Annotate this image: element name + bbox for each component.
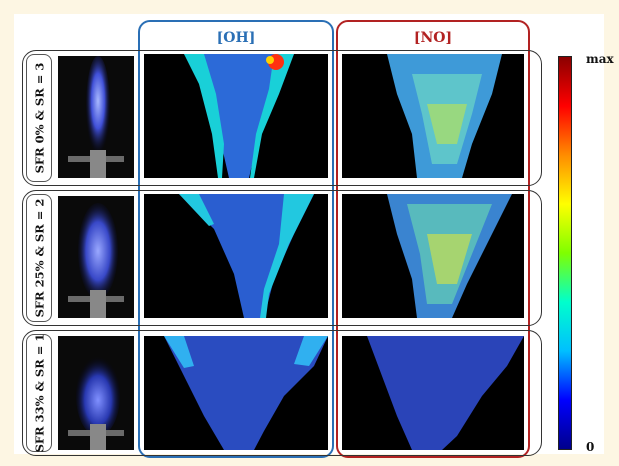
no-column-header: [NO] bbox=[413, 30, 453, 46]
oh-image-3 bbox=[144, 336, 328, 450]
colorbar-min-label: 0 bbox=[586, 440, 595, 454]
no-image-3 bbox=[342, 336, 524, 450]
no-column-frame bbox=[336, 20, 530, 458]
row-label-3: SFR 33% & SR = 1 bbox=[32, 333, 47, 453]
row-frame-1 bbox=[22, 50, 542, 186]
oh-image-2 bbox=[144, 194, 328, 318]
flame-photo-1 bbox=[58, 56, 134, 178]
flame-photo-3 bbox=[58, 336, 134, 450]
row-frame-3 bbox=[22, 330, 542, 456]
colorbar bbox=[558, 56, 572, 450]
flame-photo-2 bbox=[58, 196, 134, 318]
row-label-box-2: SFR 25% & SR = 2 bbox=[26, 194, 52, 322]
row-label-box-1: SFR 0% & SR = 3 bbox=[26, 54, 52, 182]
row-frame-2 bbox=[22, 190, 542, 326]
no-image-2 bbox=[342, 194, 524, 318]
row-label-2: SFR 25% & SR = 2 bbox=[32, 198, 47, 318]
oh-column-frame bbox=[138, 20, 334, 458]
no-image-1 bbox=[342, 54, 524, 178]
oh-column-header: [OH] bbox=[216, 30, 256, 46]
row-label-box-3: SFR 33% & SR = 1 bbox=[26, 334, 52, 452]
colorbar-max-label: max bbox=[586, 52, 614, 66]
row-label-1: SFR 0% & SR = 3 bbox=[32, 62, 47, 174]
oh-image-1 bbox=[144, 54, 328, 178]
